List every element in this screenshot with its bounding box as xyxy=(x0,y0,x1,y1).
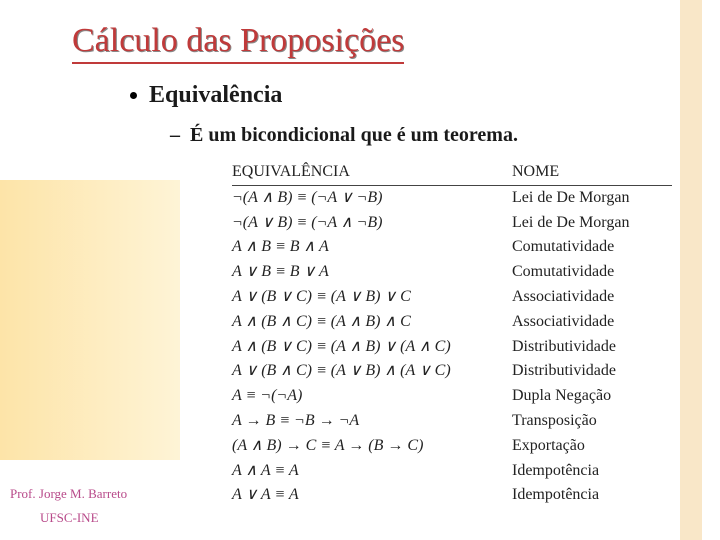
page-title: Cálculo das Proposições xyxy=(72,22,404,64)
table-cell-name: Comutatividade xyxy=(512,235,672,260)
bullet-dot-icon xyxy=(130,92,137,99)
table-cell-name: Dupla Negação xyxy=(512,384,672,409)
table-cell-equivalence: A ∨ A ≡ A xyxy=(232,483,512,508)
bullet-level-2: – É um bicondicional que é um teorema. xyxy=(170,124,518,147)
table-row: A ∨ B ≡ B ∨ AComutatividade xyxy=(232,260,672,285)
table-header-equivalence: EQUIVALÊNCIA xyxy=(232,160,512,185)
table-row: (A ∧ B) → C ≡ A → (B → C)Exportação xyxy=(232,434,672,459)
table-row: ¬(A ∨ B) ≡ (¬A ∧ ¬B)Lei de De Morgan xyxy=(232,211,672,236)
table-cell-equivalence: A ∨ (B ∧ C) ≡ (A ∨ B) ∧ (A ∨ C) xyxy=(232,359,512,384)
table-row: A ∨ (B ∨ C) ≡ (A ∨ B) ∨ CAssociatividade xyxy=(232,285,672,310)
table-row: A ∨ (B ∧ C) ≡ (A ∨ B) ∧ (A ∨ C)Distribut… xyxy=(232,359,672,384)
bullet-2-text: É um bicondicional que é um teorema. xyxy=(190,124,518,147)
bullet-level-1: Equivalência xyxy=(130,82,282,109)
table-row: A → B ≡ ¬B → ¬ATransposição xyxy=(232,409,672,434)
table-cell-equivalence: ¬(A ∨ B) ≡ (¬A ∧ ¬B) xyxy=(232,211,512,236)
table-cell-equivalence: ¬(A ∧ B) ≡ (¬A ∨ ¬B) xyxy=(232,186,512,211)
table-cell-name: Associatividade xyxy=(512,285,672,310)
background-right-stripe xyxy=(680,0,702,540)
table-row: A ≡ ¬(¬A)Dupla Negação xyxy=(232,384,672,409)
footer-author: Prof. Jorge M. Barreto xyxy=(10,486,127,502)
table-row: A ∧ (B ∨ C) ≡ (A ∧ B) ∨ (A ∧ C)Distribut… xyxy=(232,335,672,360)
table-cell-name: Comutatividade xyxy=(512,260,672,285)
table-row: A ∧ (B ∧ C) ≡ (A ∧ B) ∧ CAssociatividade xyxy=(232,310,672,335)
table-cell-equivalence: A ∧ B ≡ B ∧ A xyxy=(232,235,512,260)
table-cell-name: Lei de De Morgan xyxy=(512,211,672,236)
table-cell-equivalence: A ∧ (B ∨ C) ≡ (A ∧ B) ∨ (A ∧ C) xyxy=(232,335,512,360)
table-cell-name: Exportação xyxy=(512,434,672,459)
table-cell-equivalence: A ≡ ¬(¬A) xyxy=(232,384,512,409)
bullet-1-text: Equivalência xyxy=(149,82,282,109)
table-cell-equivalence: A ∨ B ≡ B ∨ A xyxy=(232,260,512,285)
table-cell-name: Associatividade xyxy=(512,310,672,335)
table-cell-name: Transposição xyxy=(512,409,672,434)
table-cell-equivalence: A ∨ (B ∨ C) ≡ (A ∨ B) ∨ C xyxy=(232,285,512,310)
table-row: ¬(A ∧ B) ≡ (¬A ∨ ¬B)Lei de De Morgan xyxy=(232,186,672,211)
table-cell-name: Idempotência xyxy=(512,483,672,508)
table-header-row: EQUIVALÊNCIA NOME xyxy=(232,160,672,186)
background-gradient-box xyxy=(0,180,180,460)
table-cell-name: Distributividade xyxy=(512,359,672,384)
table-cell-equivalence: A ∧ (B ∧ C) ≡ (A ∧ B) ∧ C xyxy=(232,310,512,335)
table-cell-equivalence: A ∧ A ≡ A xyxy=(232,459,512,484)
table-row: A ∧ B ≡ B ∧ AComutatividade xyxy=(232,235,672,260)
bullet-dash-icon: – xyxy=(170,124,180,147)
table-header-name: NOME xyxy=(512,160,672,185)
table-row: A ∨ A ≡ AIdempotência xyxy=(232,483,672,508)
table-cell-equivalence: A → B ≡ ¬B → ¬A xyxy=(232,409,512,434)
table-row: A ∧ A ≡ AIdempotência xyxy=(232,459,672,484)
table-cell-name: Lei de De Morgan xyxy=(512,186,672,211)
equivalence-table: EQUIVALÊNCIA NOME ¬(A ∧ B) ≡ (¬A ∨ ¬B)Le… xyxy=(232,160,672,508)
table-cell-name: Distributividade xyxy=(512,335,672,360)
table-cell-equivalence: (A ∧ B) → C ≡ A → (B → C) xyxy=(232,434,512,459)
footer-organization: UFSC-INE xyxy=(40,510,99,526)
table-cell-name: Idempotência xyxy=(512,459,672,484)
